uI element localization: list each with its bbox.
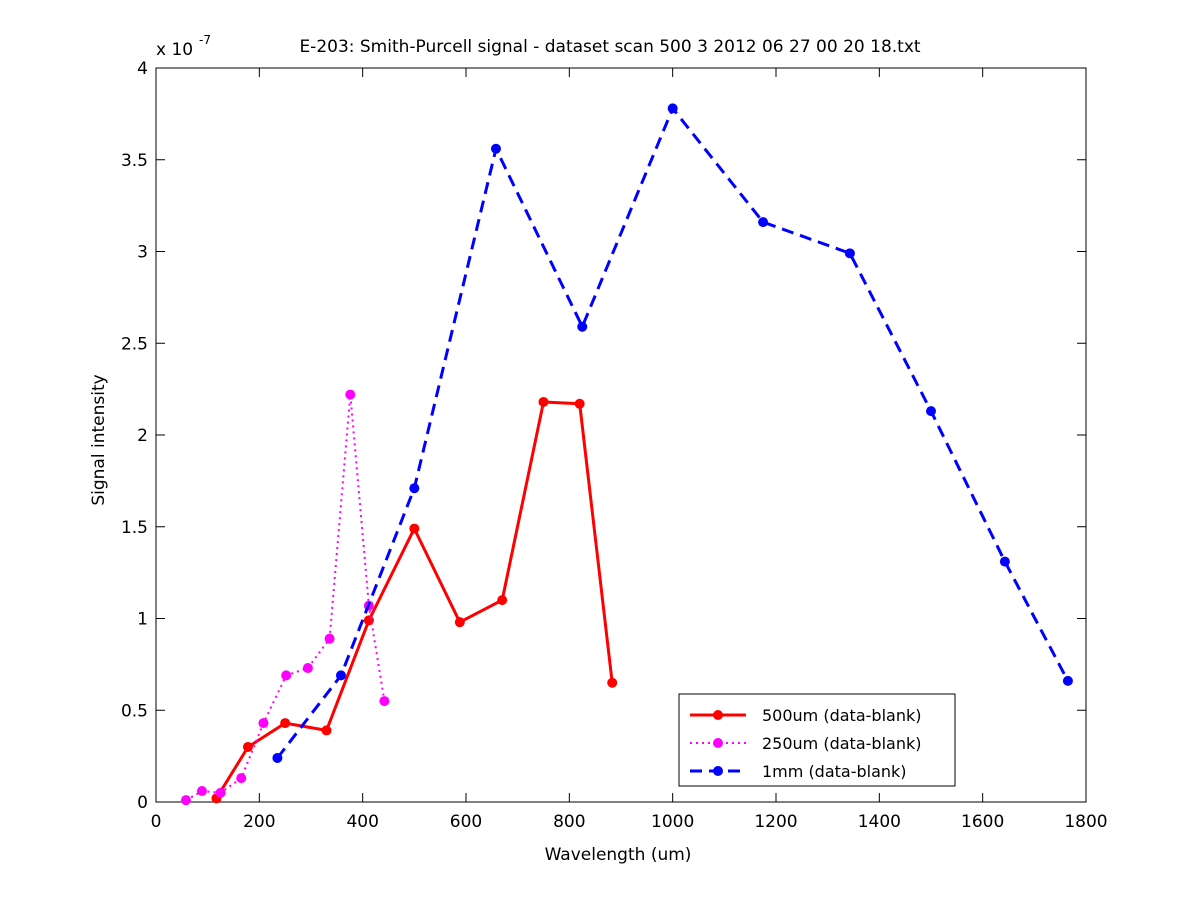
data-point (335, 670, 346, 681)
series-layer (180, 103, 1073, 806)
legend-marker (713, 738, 723, 748)
data-point (1062, 675, 1073, 686)
y-tick-label: 3.5 (121, 151, 148, 171)
data-point (667, 103, 678, 114)
data-point (409, 523, 420, 534)
data-point (379, 696, 390, 707)
data-point (272, 752, 283, 763)
data-point (258, 718, 269, 729)
legend-label: 500um (data-blank) (762, 706, 921, 725)
data-point (454, 617, 465, 628)
y-exponent-power: -7 (199, 33, 211, 47)
x-tick-label: 600 (450, 812, 482, 832)
x-tick-label: 1400 (858, 812, 901, 832)
y-tick-label: 0 (137, 793, 148, 813)
data-point (180, 795, 191, 806)
x-tick-label: 200 (243, 812, 275, 832)
data-point (215, 787, 226, 798)
x-tick-label: 1000 (651, 812, 694, 832)
y-tick-label: 2 (137, 426, 148, 446)
data-point (844, 248, 855, 259)
x-tick-label: 1800 (1064, 812, 1107, 832)
x-tick-label: 400 (346, 812, 378, 832)
legend-marker (713, 710, 723, 720)
x-tick-label: 0 (151, 812, 162, 832)
series-3 (272, 103, 1073, 763)
x-axis: 0 200 400 600 800 1000 1200 1400 1600 1800 (151, 68, 1108, 832)
data-point (409, 483, 420, 494)
y-tick-label: 1.5 (121, 518, 148, 538)
data-point (926, 406, 936, 417)
chart-title: E-203: Smith-Purcell signal - dataset sc… (299, 37, 920, 57)
legend-box (678, 693, 956, 787)
data-point (280, 718, 291, 729)
data-point (607, 677, 618, 688)
x-tick-label: 800 (553, 812, 585, 832)
plot-area (155, 67, 1087, 803)
y-tick-label: 3 (137, 243, 148, 263)
y-axis: 0 0.5 1 1.5 2 2.5 3 3.5 4 (121, 59, 1086, 813)
data-point (497, 595, 508, 606)
legend-marker (713, 766, 723, 776)
series-2 (180, 389, 390, 806)
data-point (490, 143, 501, 154)
legend-label: 1mm (data-blank) (762, 762, 907, 781)
data-point (302, 663, 313, 674)
x-axis-label: Wavelength (um) (545, 845, 692, 865)
data-point (321, 725, 332, 736)
data-point (999, 556, 1010, 567)
data-point (538, 396, 549, 407)
data-point (236, 773, 247, 784)
data-point (577, 321, 588, 332)
y-tick-label: 2.5 (121, 334, 148, 354)
series-1 (211, 396, 618, 804)
x-tick-label: 1600 (961, 812, 1004, 832)
legend: 500um (data-blank) 250um (data-blank) 1mm … (678, 693, 956, 787)
y-exponent-base: x 10 (156, 40, 193, 60)
y-tick-label: 4 (137, 59, 148, 79)
legend-label: 250um (data-blank) (762, 734, 921, 753)
data-point (574, 398, 585, 409)
data-point (242, 741, 253, 752)
y-exponent: x 10 -7 (156, 33, 211, 60)
data-point (345, 389, 356, 400)
data-point (281, 670, 292, 681)
x-tick-label: 1200 (754, 812, 797, 832)
data-point (324, 633, 335, 644)
data-point (758, 217, 769, 228)
y-tick-label: 1 (137, 610, 148, 630)
y-axis-label: Signal intensity (89, 374, 109, 505)
data-point (196, 785, 207, 796)
y-tick-label: 0.5 (121, 701, 148, 721)
